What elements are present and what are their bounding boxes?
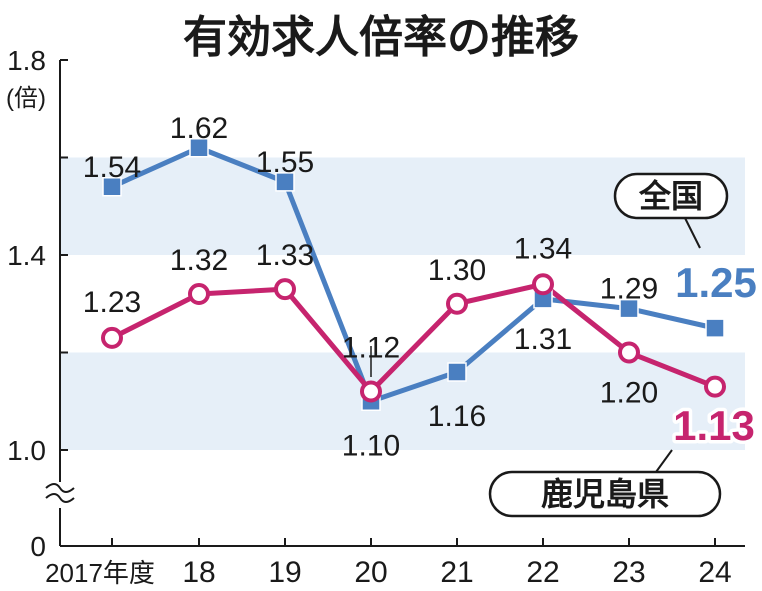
y-tick-label: 0 bbox=[30, 531, 46, 562]
data-label-national: 1.29 bbox=[600, 273, 658, 306]
data-point-national bbox=[275, 172, 295, 192]
data-point-national bbox=[447, 362, 467, 382]
data-point-national bbox=[619, 298, 639, 319]
data-point-kagoshima bbox=[446, 292, 468, 315]
legend-label-national: 全国 bbox=[638, 177, 703, 215]
x-tick-label: 21 bbox=[440, 556, 473, 589]
data-labels: 1.541.231.621.321.551.331.101.121.161.30… bbox=[83, 112, 761, 463]
x-tick-label: 18 bbox=[182, 556, 215, 589]
data-label-kagoshima: 1.23 bbox=[83, 286, 141, 319]
x-tick-label: 24 bbox=[698, 556, 731, 589]
data-point-kagoshima bbox=[360, 380, 382, 403]
legend-pill-national bbox=[613, 172, 729, 220]
band-1 bbox=[60, 352, 745, 450]
data-label-kagoshima: 1.33 bbox=[256, 239, 314, 272]
data-point-kagoshima bbox=[274, 278, 296, 301]
legend-leader-national bbox=[684, 217, 701, 249]
data-point-kagoshima bbox=[618, 341, 640, 364]
chart-title: 有効求人倍率の推移 bbox=[183, 12, 579, 63]
data-label-national: 1.54 bbox=[83, 151, 141, 184]
axis-break-mark bbox=[45, 483, 75, 503]
data-label-kagoshima: 1.20 bbox=[600, 377, 658, 410]
y-tick-label: 1.4 bbox=[7, 240, 46, 271]
data-label-kagoshima: 1.32 bbox=[170, 244, 228, 277]
data-label-kagoshima: 1.34 bbox=[514, 232, 572, 265]
x-tick-label: 23 bbox=[612, 556, 645, 589]
y-axis-unit: (倍) bbox=[6, 85, 46, 112]
x-tick-label: 20 bbox=[354, 556, 387, 589]
data-label-national-latest: 1.25 bbox=[675, 259, 757, 306]
data-point-kagoshima bbox=[704, 375, 726, 398]
x-tick-label: 2017年度 bbox=[45, 558, 155, 588]
data-label-national: 1.10 bbox=[342, 429, 400, 462]
data-label-kagoshima-latest: 1.13 bbox=[673, 402, 755, 449]
y-tick-label: 1.8 bbox=[7, 45, 46, 76]
series-line-national bbox=[110, 145, 716, 404]
data-label-national: 1.16 bbox=[428, 400, 486, 433]
legend-label-kagoshima: 鹿児島県 bbox=[541, 475, 669, 513]
legend-pill-kagoshima bbox=[488, 470, 722, 518]
data-point-kagoshima bbox=[188, 283, 210, 305]
data-label-kagoshima: 1.30 bbox=[428, 254, 486, 287]
data-point-national bbox=[102, 177, 122, 197]
series-line-kagoshima bbox=[110, 281, 716, 394]
data-label-national: 1.55 bbox=[256, 146, 314, 179]
data-label-national: 1.31 bbox=[514, 323, 572, 356]
legend-leader-kagoshima bbox=[655, 449, 673, 473]
series-markers bbox=[101, 138, 726, 411]
series-lines bbox=[110, 145, 716, 404]
axes: 1.8 1.4 1.0 0 (倍) 2017年度 18 19 20 21 22 23 24 bbox=[6, 45, 745, 589]
x-tick-label: 22 bbox=[526, 556, 559, 589]
data-point-kagoshima bbox=[532, 273, 554, 296]
data-point-kagoshima bbox=[101, 326, 123, 349]
y-tick-label: 1.0 bbox=[7, 435, 46, 466]
x-tick-label: 19 bbox=[268, 556, 301, 589]
data-point-national bbox=[189, 138, 209, 158]
data-point-national bbox=[705, 318, 725, 338]
data-label-national: 1.62 bbox=[170, 112, 228, 145]
